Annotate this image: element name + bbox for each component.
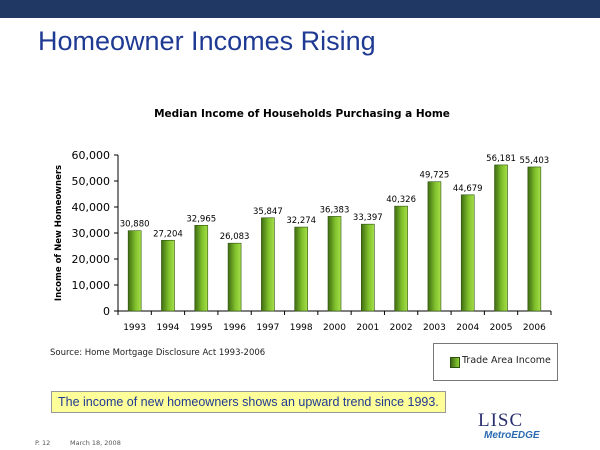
data-label-1995: 32,965 (186, 214, 216, 224)
bar-1996 (227, 242, 242, 312)
bar-2003 (427, 181, 442, 312)
legend-swatch (450, 357, 460, 368)
data-label-1998: 32,274 (286, 216, 316, 226)
chart-title: Median Income of Households Purchasing a… (154, 108, 450, 120)
x-tick-label-2002: 2002 (390, 323, 413, 333)
data-label-2001: 33,397 (353, 213, 383, 223)
top-banner (0, 0, 600, 18)
x-tick-label-2005: 2005 (490, 323, 513, 333)
bar-2004 (460, 194, 475, 312)
data-label-1994: 27,204 (153, 229, 183, 239)
chart-legend: Trade Area Income (433, 343, 558, 381)
bar-2006 (527, 166, 542, 312)
lisc-logo: LISC (478, 410, 524, 431)
data-label-2002: 40,326 (386, 195, 416, 205)
x-tick-label-1996: 1996 (223, 323, 246, 333)
legend-label: Trade Area Income (462, 355, 551, 366)
data-label-2003: 49,725 (420, 171, 450, 181)
y-tick-label: 40,000 (72, 201, 111, 214)
x-tick-label-2001: 2001 (356, 323, 379, 333)
y-tick-label: 0 (103, 305, 110, 318)
x-tick-label-1995: 1995 (190, 323, 213, 333)
data-label-2006: 55,403 (519, 156, 549, 166)
metroedge-logo: MetroEDGE (484, 430, 540, 441)
bar-2001 (361, 223, 375, 312)
x-tick-label-1998: 1998 (290, 323, 313, 333)
x-tick-label-1993: 1993 (123, 323, 146, 333)
data-label-2005: 56,181 (486, 154, 516, 164)
y-tick-label: 50,000 (72, 175, 111, 188)
y-tick-label: 30,000 (72, 227, 111, 240)
data-label-1993: 30,880 (120, 220, 150, 230)
y-tick-label: 20,000 (72, 253, 111, 266)
callout-note: The income of new homeowners shows an up… (51, 391, 446, 413)
x-tick-label-1997: 1997 (256, 323, 279, 333)
bar-1997 (261, 217, 275, 312)
bar-1998 (294, 226, 308, 312)
bar-2000 (327, 216, 342, 312)
bar-1995 (194, 224, 209, 312)
bar-2002 (394, 205, 408, 312)
bar-1993 (127, 230, 142, 312)
income-bar-chart: Median Income of Households Purchasing a… (54, 108, 552, 333)
data-label-1996: 26,083 (220, 232, 250, 242)
data-label-2004: 44,679 (453, 184, 483, 194)
x-tick-label-2003: 2003 (423, 323, 446, 333)
data-label-2000: 36,383 (320, 205, 350, 215)
source-note: Source: Home Mortgage Disclosure Act 199… (50, 348, 266, 358)
x-tick-label-1994: 1994 (157, 323, 180, 333)
y-tick-label: 10,000 (72, 279, 111, 292)
page-number: P. 12 (35, 439, 51, 447)
bar-2005 (494, 164, 508, 312)
y-tick-label: 60,000 (72, 149, 111, 162)
slide-date: March 18, 2008 (70, 439, 121, 447)
y-axis-title: Income of New Homeowners (54, 165, 64, 301)
slide-title: Homeowner Incomes Rising (38, 26, 376, 56)
x-tick-label-2006: 2006 (523, 323, 546, 333)
x-tick-label-2004: 2004 (456, 323, 479, 333)
x-tick-label-2000: 2000 (323, 323, 346, 333)
bar-1994 (161, 239, 175, 312)
data-label-1997: 35,847 (253, 207, 283, 217)
